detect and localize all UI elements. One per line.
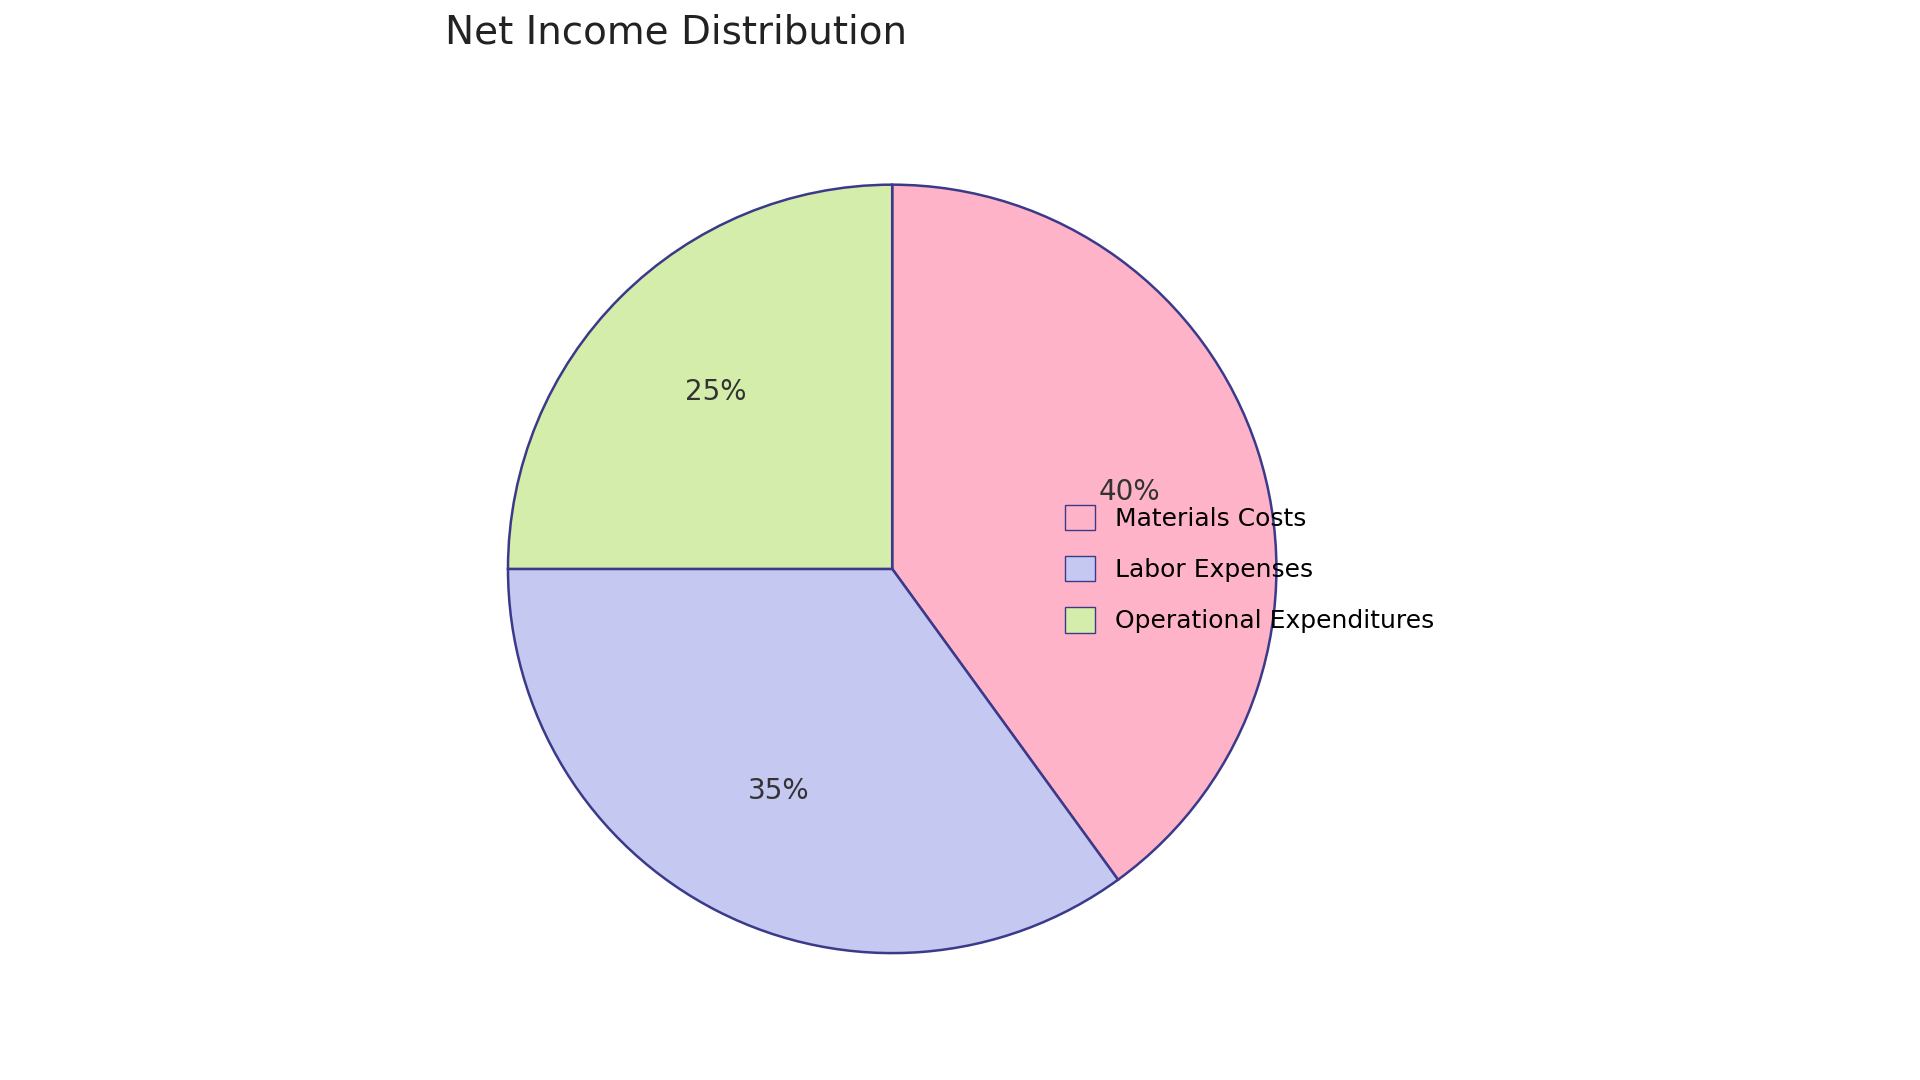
Wedge shape — [509, 569, 1117, 954]
Text: 35%: 35% — [749, 778, 810, 806]
Text: 40%: 40% — [1098, 477, 1160, 505]
Wedge shape — [893, 185, 1277, 880]
Legend: Materials Costs, Labor Expenses, Operational Expenditures: Materials Costs, Labor Expenses, Operati… — [1041, 480, 1459, 659]
Text: Net Income Distribution: Net Income Distribution — [445, 14, 906, 52]
Wedge shape — [509, 185, 893, 569]
Text: 25%: 25% — [685, 378, 747, 406]
